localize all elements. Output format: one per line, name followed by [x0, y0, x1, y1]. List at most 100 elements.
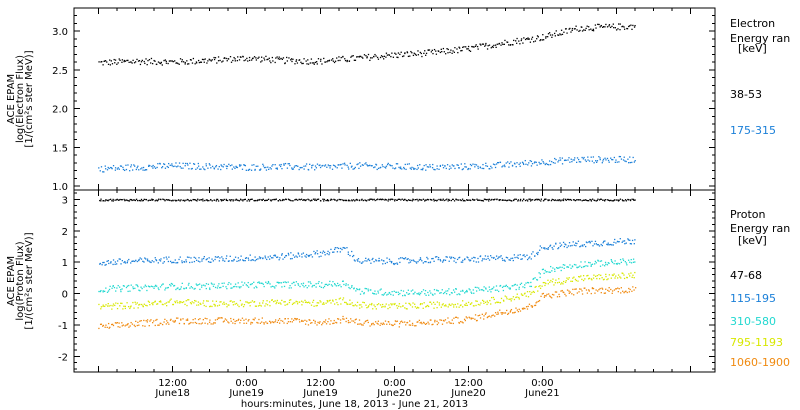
data-point — [376, 56, 379, 59]
data-point — [191, 301, 193, 303]
data-point — [118, 199, 120, 201]
data-point — [174, 259, 176, 261]
data-point — [288, 254, 290, 256]
data-point — [316, 253, 319, 255]
data-point — [101, 60, 103, 63]
data-point — [615, 199, 617, 201]
data-point — [554, 35, 557, 37]
data-point — [183, 323, 185, 325]
data-point — [213, 283, 215, 285]
data-point — [193, 302, 195, 304]
data-point — [399, 257, 402, 259]
data-point — [189, 322, 191, 325]
data-point — [154, 60, 156, 62]
data-point — [419, 164, 421, 166]
data-point — [177, 302, 179, 304]
data-point — [443, 320, 445, 322]
data-point — [326, 299, 328, 302]
data-point — [604, 200, 606, 202]
data-point — [464, 163, 466, 165]
data-point — [164, 289, 166, 291]
data-point — [447, 306, 449, 308]
data-point — [257, 165, 259, 167]
data-point — [242, 56, 244, 58]
data-point — [498, 199, 500, 202]
data-point — [631, 161, 633, 164]
data-point — [231, 301, 234, 303]
data-point — [561, 282, 563, 284]
data-point — [184, 61, 186, 64]
data-point — [132, 286, 134, 288]
data-point — [234, 60, 236, 62]
data-point — [343, 283, 345, 286]
data-point — [408, 262, 410, 264]
data-point — [317, 321, 319, 324]
data-point — [304, 299, 306, 302]
data-point — [134, 325, 136, 328]
data-point — [494, 312, 497, 314]
data-point — [198, 165, 200, 167]
data-point — [513, 199, 515, 201]
data-point — [326, 253, 328, 255]
data-point — [556, 199, 558, 202]
data-point — [337, 318, 340, 320]
data-point — [339, 322, 342, 324]
data-point — [405, 302, 407, 304]
data-point — [519, 200, 521, 202]
data-point — [431, 323, 433, 326]
data-point — [370, 289, 372, 291]
data-point — [434, 321, 436, 323]
data-point — [631, 290, 633, 292]
data-point — [613, 263, 615, 265]
data-point — [276, 321, 279, 324]
data-point — [459, 199, 461, 201]
data-point — [561, 163, 564, 165]
data-point — [484, 198, 487, 201]
data-point — [179, 58, 182, 60]
data-point — [114, 62, 116, 64]
data-point — [333, 322, 335, 324]
data-point — [519, 283, 522, 286]
data-point — [405, 199, 408, 202]
data-point — [414, 325, 416, 327]
data-point — [628, 25, 630, 28]
data-point — [330, 302, 332, 304]
data-point — [369, 303, 371, 306]
data-point — [367, 165, 369, 167]
data-point — [216, 198, 218, 201]
data-point — [394, 167, 397, 169]
data-point — [527, 37, 529, 39]
data-point — [181, 60, 183, 63]
data-point — [218, 283, 220, 285]
data-point — [458, 257, 460, 259]
data-point — [279, 165, 282, 168]
data-point — [243, 59, 245, 62]
data-point — [225, 198, 227, 201]
data-point — [558, 267, 560, 269]
data-point — [107, 260, 109, 262]
data-point — [278, 164, 281, 166]
data-point — [154, 324, 156, 327]
data-point — [531, 163, 534, 165]
data-point — [503, 259, 506, 261]
data-point — [450, 292, 453, 294]
data-point — [592, 287, 595, 290]
data-point — [381, 259, 383, 261]
data-point — [114, 304, 116, 307]
data-point — [180, 199, 182, 201]
data-point — [568, 290, 570, 292]
data-point — [491, 314, 493, 317]
data-point — [349, 200, 351, 202]
data-point — [253, 319, 255, 321]
data-point — [303, 168, 305, 170]
data-point — [383, 55, 386, 58]
data-point — [474, 314, 477, 316]
data-point — [361, 290, 363, 293]
data-point — [173, 284, 176, 287]
data-point — [480, 44, 482, 46]
data-point — [425, 306, 427, 308]
data-point — [563, 198, 565, 200]
data-point — [309, 302, 311, 304]
data-point — [395, 320, 397, 323]
data-point — [466, 199, 469, 201]
